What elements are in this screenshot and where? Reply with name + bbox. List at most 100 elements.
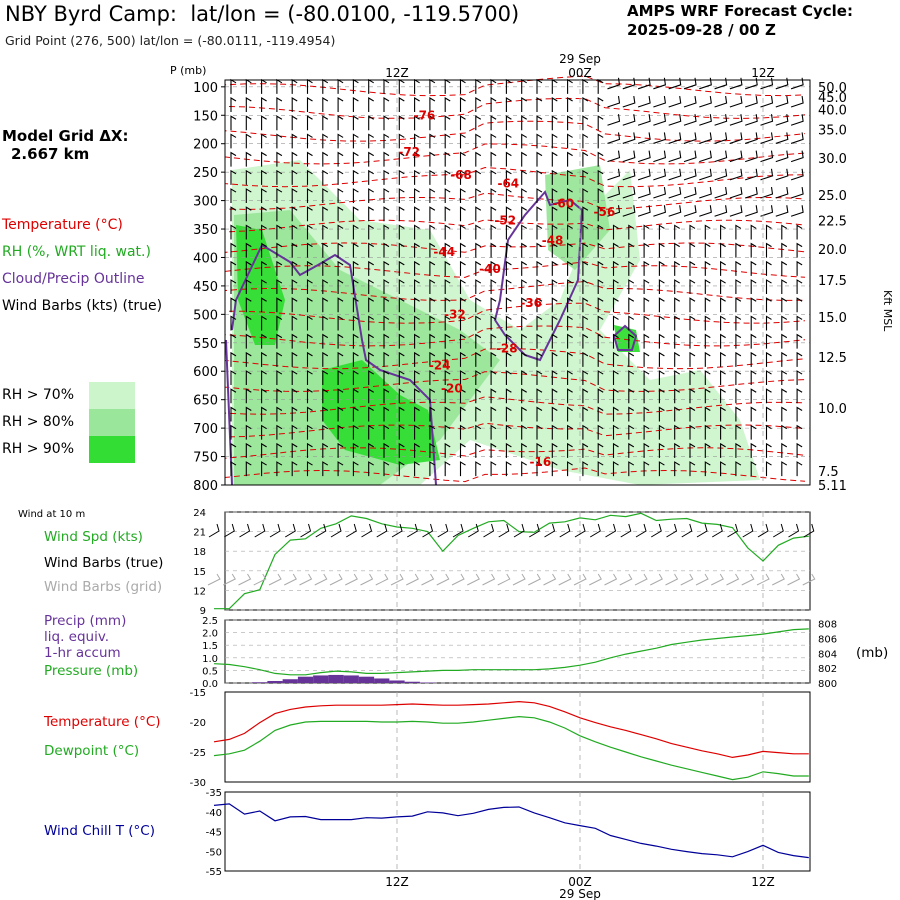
precip-tick-label: 2.0	[202, 629, 218, 640]
wind-barb	[689, 279, 696, 295]
pressure-right-tick: 808	[818, 620, 837, 631]
wind-barb	[261, 297, 267, 313]
grid-wind-barb	[207, 573, 221, 586]
wind-barb	[729, 150, 743, 163]
wind-barb	[699, 186, 712, 199]
wind-barb	[781, 260, 788, 276]
wind-barb	[790, 168, 804, 181]
wind-barb	[505, 442, 512, 458]
wind-barb	[276, 224, 283, 240]
wind-barb	[490, 370, 497, 386]
wind-barb	[352, 97, 359, 113]
wind-barb	[230, 188, 237, 204]
wind-barb	[230, 461, 237, 477]
wind-barb	[720, 406, 726, 422]
pressure-tick-label: 350	[193, 223, 218, 238]
wind-barb	[352, 260, 359, 276]
wind-barb	[276, 169, 283, 185]
wind-barb	[444, 151, 451, 167]
wind-barb	[383, 115, 390, 131]
kft-tick-label: 22.5	[818, 214, 847, 229]
legend-cloud-outline: Cloud/Precip Outline	[2, 271, 145, 287]
wind-barb	[261, 388, 267, 404]
wind-barb	[444, 115, 451, 131]
wind-barb	[735, 442, 742, 458]
wind-barb	[643, 442, 650, 458]
true-wind-barb	[284, 523, 296, 538]
wind-barb	[628, 442, 635, 458]
wind-barb	[444, 297, 451, 313]
wind-barb	[536, 297, 543, 313]
wind-barb	[729, 95, 743, 108]
wind-barb	[414, 169, 420, 185]
true-wind-barb	[635, 523, 647, 538]
wind-speed-legend: Wind Spd (kts)	[44, 529, 143, 545]
wind-barb	[628, 424, 635, 440]
wind-barb	[459, 406, 466, 422]
wind-barb	[276, 133, 283, 149]
wind-barb	[796, 370, 803, 386]
wind-barb	[322, 297, 329, 313]
wind-barb	[521, 169, 527, 185]
wind-barb	[674, 370, 680, 386]
wind-barb	[765, 333, 772, 349]
wind-barb	[230, 406, 237, 422]
true-wind-barb	[330, 523, 342, 538]
wind-barb	[607, 205, 621, 217]
wind-barb	[521, 315, 527, 331]
wind-barb	[628, 461, 635, 477]
wind-barb	[521, 224, 527, 240]
top-date-label: 29 Sep	[559, 52, 601, 66]
wind-barb	[261, 370, 267, 386]
wind-barb	[674, 388, 680, 404]
true-wind-barb	[742, 523, 754, 538]
wind-barb	[781, 279, 788, 295]
wind-barb	[582, 351, 589, 367]
wind-barb	[521, 442, 527, 458]
forecast-cycle-label: AMPS WRF Forecast Cycle:	[627, 2, 853, 20]
precip-accum-legend: 1-hr accum	[44, 645, 121, 661]
wind-barb	[637, 205, 651, 217]
wind-barb	[536, 388, 543, 404]
wind-barb	[597, 206, 604, 222]
wind-barb	[781, 297, 788, 313]
wind-barb	[368, 169, 374, 185]
true-wind-barb	[345, 523, 357, 538]
wind-barb	[582, 370, 589, 386]
wind-barb	[368, 333, 374, 349]
wind-barb	[735, 461, 742, 477]
wind-barb	[735, 388, 742, 404]
grid-wind-barb	[756, 573, 770, 586]
wind-barb	[230, 260, 237, 276]
wind-barb	[674, 315, 680, 331]
wind-barb	[551, 406, 558, 422]
wind-barb	[760, 132, 774, 144]
wind-barb	[714, 168, 728, 181]
wind-barb	[765, 297, 772, 313]
wind-barb	[429, 169, 436, 185]
wind-barb	[521, 242, 527, 258]
true-wind-barb	[589, 523, 601, 538]
wind-barb	[383, 169, 390, 185]
wind-barb	[714, 150, 728, 163]
wind-barb	[750, 333, 757, 349]
wind-barb	[582, 242, 589, 258]
temperature-label: -52	[494, 213, 516, 227]
wind-barb	[475, 351, 482, 367]
wind-barb	[765, 242, 772, 258]
wind-barb	[398, 333, 405, 349]
wind-barb	[291, 224, 298, 240]
wind-barb	[322, 260, 329, 276]
wind-barb	[261, 169, 267, 185]
wind-barb	[475, 370, 482, 386]
wind-barb	[322, 188, 329, 204]
wind-barb	[699, 205, 712, 217]
wind-barb	[643, 370, 650, 386]
wind-barb	[276, 97, 283, 113]
wind-barb	[475, 461, 482, 477]
wind-barb	[261, 442, 267, 458]
wind-barb	[398, 370, 405, 386]
wind-tick-label: 12	[193, 586, 206, 597]
kft-tick-label: 10.0	[818, 402, 847, 417]
wind-barb	[490, 406, 497, 422]
